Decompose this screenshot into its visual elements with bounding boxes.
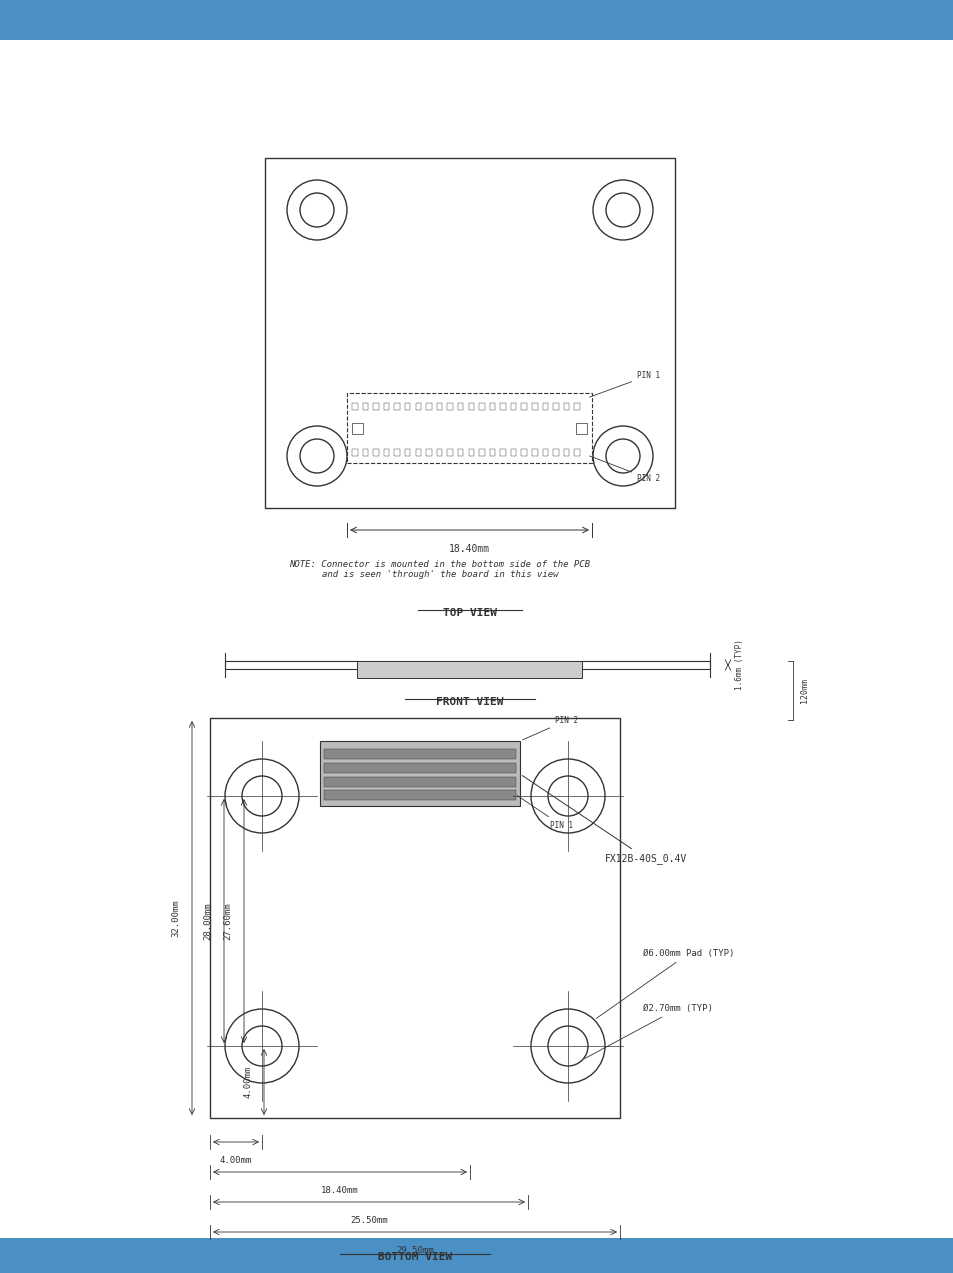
Text: 18.40mm: 18.40mm xyxy=(321,1186,358,1195)
Bar xyxy=(0,0,953,39)
Bar xyxy=(0,1239,953,1273)
Text: 32.00mm: 32.00mm xyxy=(171,899,180,937)
Bar xyxy=(416,404,420,410)
Bar xyxy=(404,404,410,410)
Bar xyxy=(563,449,569,456)
Bar xyxy=(436,449,442,456)
Bar xyxy=(574,449,579,456)
Bar xyxy=(362,449,368,456)
Bar xyxy=(265,158,675,508)
Bar xyxy=(510,404,516,410)
Bar xyxy=(362,404,368,410)
Bar xyxy=(347,393,592,463)
Text: 28.00mm: 28.00mm xyxy=(203,903,212,939)
Bar xyxy=(574,404,579,410)
Text: PIN 2: PIN 2 xyxy=(522,715,578,740)
Bar xyxy=(478,449,484,456)
Bar xyxy=(373,404,378,410)
Bar xyxy=(457,449,463,456)
Bar xyxy=(499,449,505,456)
Bar xyxy=(468,404,474,410)
Text: PIN 1: PIN 1 xyxy=(517,796,573,830)
Bar xyxy=(468,449,474,456)
Bar xyxy=(457,404,463,410)
Bar xyxy=(210,718,619,1118)
Bar xyxy=(356,661,581,679)
Bar xyxy=(319,741,519,806)
Bar xyxy=(563,404,569,410)
Text: 4.00mm: 4.00mm xyxy=(219,1156,252,1165)
Bar xyxy=(542,449,548,456)
Text: 25.50mm: 25.50mm xyxy=(350,1216,388,1225)
Text: 18.40mm: 18.40mm xyxy=(449,544,490,554)
Text: NOTE: Connector is mounted in the bottom side of the PCB
and is seen 'through' t: NOTE: Connector is mounted in the bottom… xyxy=(289,560,590,579)
Bar xyxy=(352,404,357,410)
Bar xyxy=(383,449,389,456)
Bar xyxy=(436,404,442,410)
Bar xyxy=(510,449,516,456)
Bar xyxy=(373,449,378,456)
Text: PIN 1: PIN 1 xyxy=(589,370,659,397)
Text: 1.6mm (TYP): 1.6mm (TYP) xyxy=(734,639,743,690)
Text: Ø2.70mm (TYP): Ø2.70mm (TYP) xyxy=(584,1004,712,1059)
Text: 27.60mm: 27.60mm xyxy=(223,903,232,939)
Bar xyxy=(553,404,558,410)
Bar xyxy=(489,404,495,410)
Text: Ø6.00mm Pad (TYP): Ø6.00mm Pad (TYP) xyxy=(596,948,734,1018)
Bar xyxy=(404,449,410,456)
Bar xyxy=(489,449,495,456)
Bar xyxy=(478,404,484,410)
Bar xyxy=(394,449,399,456)
Bar xyxy=(499,404,505,410)
Text: 120mm: 120mm xyxy=(800,677,808,703)
Bar xyxy=(447,404,453,410)
Text: FX12B-40S_0.4V: FX12B-40S_0.4V xyxy=(521,775,686,864)
Bar xyxy=(521,449,526,456)
Bar xyxy=(532,449,537,456)
Text: PIN 2: PIN 2 xyxy=(589,456,659,482)
Text: 29.50mm: 29.50mm xyxy=(395,1246,434,1255)
Bar xyxy=(394,404,399,410)
Bar xyxy=(416,449,420,456)
Bar xyxy=(352,449,357,456)
Bar xyxy=(521,404,526,410)
Bar xyxy=(576,423,586,434)
Bar xyxy=(324,763,516,773)
Bar xyxy=(447,449,453,456)
Bar xyxy=(426,449,431,456)
Bar xyxy=(324,777,516,787)
Bar xyxy=(426,404,431,410)
Bar xyxy=(352,423,363,434)
Text: FRONT VIEW: FRONT VIEW xyxy=(436,698,503,707)
Text: BOTTOM VIEW: BOTTOM VIEW xyxy=(377,1253,452,1262)
Bar xyxy=(324,749,516,759)
Bar xyxy=(532,404,537,410)
Bar xyxy=(553,449,558,456)
Bar xyxy=(542,404,548,410)
Bar xyxy=(383,404,389,410)
Bar xyxy=(225,661,709,670)
Text: 4.00mm: 4.00mm xyxy=(243,1066,252,1099)
Text: TOP VIEW: TOP VIEW xyxy=(442,608,497,617)
Bar xyxy=(324,791,516,799)
